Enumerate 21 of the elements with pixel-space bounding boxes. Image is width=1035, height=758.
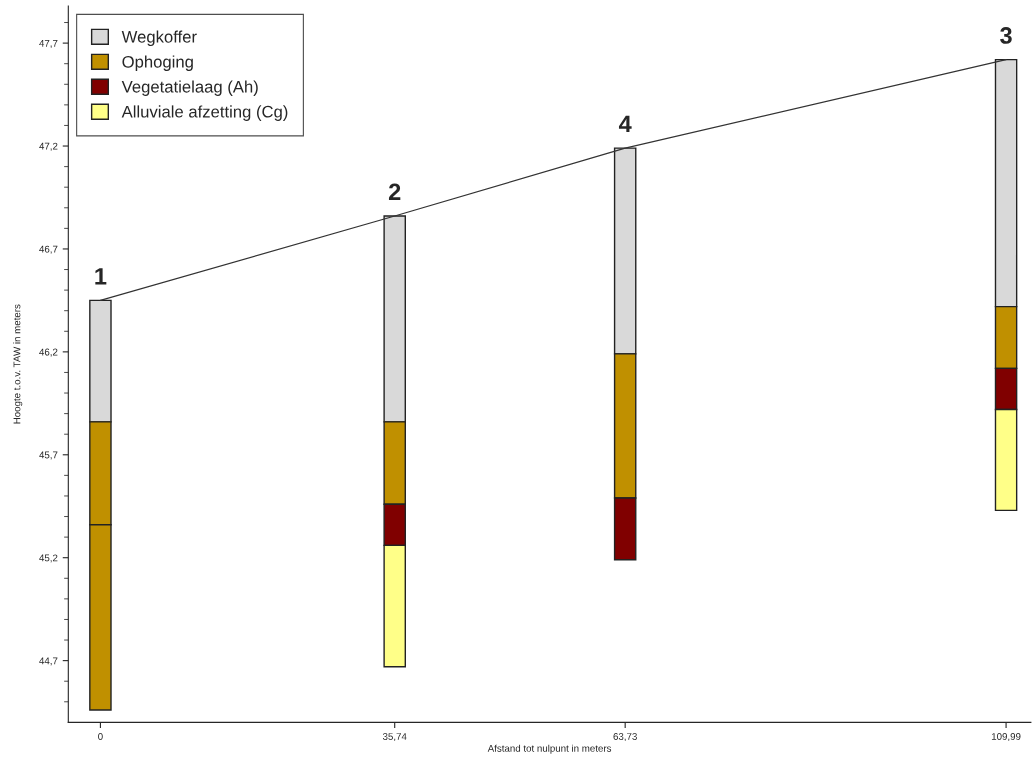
- legend-label: Ophoging: [122, 55, 193, 71]
- annotation: 4: [618, 115, 632, 133]
- x-tick-label: 0: [98, 733, 103, 740]
- annotation: 3: [1000, 27, 1012, 44]
- y-tick-label: 46,2: [39, 348, 58, 357]
- legend-label: Wegkoffer: [121, 30, 197, 47]
- legend-label: Vegetatielaag (Ah): [121, 80, 258, 96]
- legend-label: Alluviale afzetting (Cg): [121, 105, 288, 121]
- annotation: 1: [95, 268, 107, 285]
- y-tick-label: 44,7: [39, 657, 58, 666]
- annotation: 2: [388, 183, 401, 201]
- y-tick-label: 45,7: [39, 451, 58, 460]
- y-tick-label: 47,2: [39, 142, 58, 151]
- x-tick-label: 63,73: [613, 733, 637, 742]
- x-tick-label: 109,99: [991, 733, 1021, 742]
- y-tick-label: 47,7: [39, 39, 58, 48]
- y-tick-label: 46,7: [39, 245, 58, 254]
- y-axis-title: Hoogte t.o.v. TAW in meters: [13, 304, 23, 424]
- y-tick-label: 45,2: [39, 554, 58, 563]
- x-axis-title: Afstand tot nulpunt in meters: [487, 744, 612, 754]
- x-tick-label: 35,74: [382, 733, 407, 742]
